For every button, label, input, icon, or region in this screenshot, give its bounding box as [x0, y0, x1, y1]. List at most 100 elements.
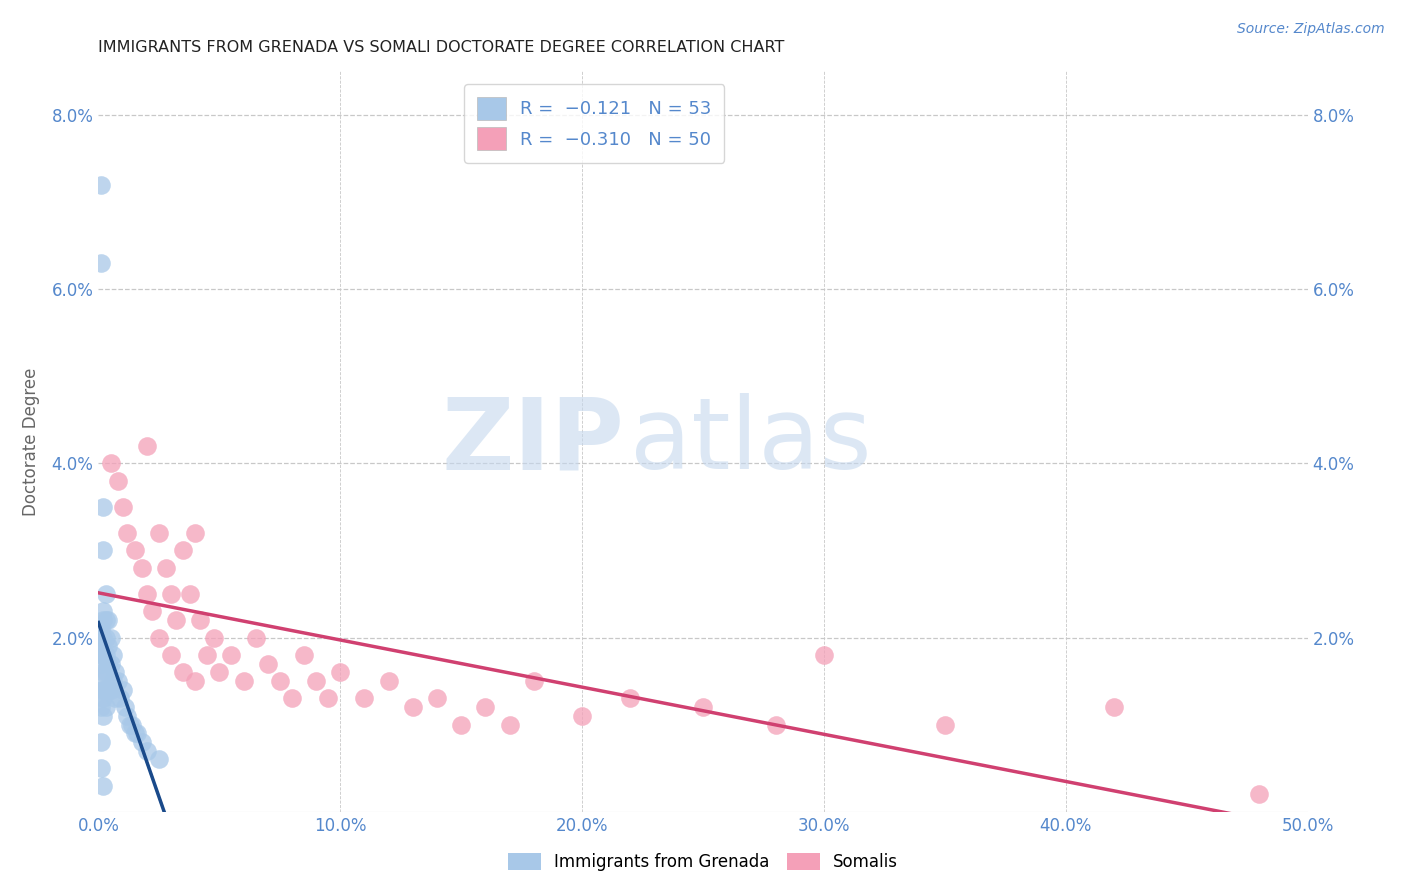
- Point: [97, 639, 120, 653]
- Point: [160, 587, 183, 601]
- Point: [101, 648, 124, 662]
- Point: [90, 682, 112, 697]
- Point: [571, 709, 593, 723]
- Point: [91, 648, 114, 662]
- Point: [148, 752, 170, 766]
- Point: [377, 674, 399, 689]
- Point: [94, 700, 117, 714]
- Point: [179, 587, 201, 601]
- Point: [94, 613, 117, 627]
- Point: [90, 639, 112, 653]
- Point: [165, 613, 187, 627]
- Point: [148, 526, 170, 541]
- Point: [107, 674, 129, 689]
- Point: [107, 474, 129, 488]
- Point: [127, 726, 149, 740]
- Point: [131, 561, 153, 575]
- Point: [104, 691, 127, 706]
- Point: [692, 700, 714, 714]
- Point: [813, 648, 835, 662]
- Point: [426, 691, 449, 706]
- Point: [172, 665, 194, 680]
- Point: [934, 717, 956, 731]
- Point: [155, 561, 177, 575]
- Point: [90, 631, 112, 645]
- Point: [195, 648, 218, 662]
- Text: Source: ZipAtlas.com: Source: ZipAtlas.com: [1237, 22, 1385, 37]
- Point: [114, 700, 136, 714]
- Text: atlas: atlas: [630, 393, 872, 490]
- Point: [124, 726, 146, 740]
- Point: [97, 682, 120, 697]
- Point: [90, 657, 112, 671]
- Point: [97, 657, 120, 671]
- Point: [90, 256, 112, 270]
- Point: [90, 735, 112, 749]
- Point: [135, 744, 157, 758]
- Point: [91, 500, 114, 514]
- Point: [104, 665, 127, 680]
- Point: [316, 691, 339, 706]
- Point: [91, 604, 114, 618]
- Point: [90, 622, 112, 636]
- Point: [148, 631, 170, 645]
- Point: [450, 717, 472, 731]
- Point: [124, 543, 146, 558]
- Point: [256, 657, 278, 671]
- Point: [245, 631, 267, 645]
- Point: [90, 761, 112, 775]
- Point: [160, 648, 183, 662]
- Point: [184, 674, 207, 689]
- Point: [100, 456, 122, 470]
- Point: [208, 665, 231, 680]
- Point: [172, 543, 194, 558]
- Point: [305, 674, 328, 689]
- Point: [91, 691, 114, 706]
- Point: [94, 648, 117, 662]
- Point: [94, 682, 117, 697]
- Point: [765, 717, 787, 731]
- Legend: Immigrants from Grenada, Somalis: Immigrants from Grenada, Somalis: [499, 845, 907, 880]
- Point: [523, 674, 546, 689]
- Point: [204, 631, 226, 645]
- Point: [184, 526, 207, 541]
- Point: [101, 674, 124, 689]
- Point: [329, 665, 352, 680]
- Point: [141, 604, 163, 618]
- Point: [474, 700, 496, 714]
- Point: [117, 709, 139, 723]
- Point: [90, 648, 112, 662]
- Point: [91, 613, 114, 627]
- Point: [135, 587, 157, 601]
- Point: [100, 657, 122, 671]
- Point: [100, 631, 122, 645]
- Point: [90, 700, 112, 714]
- Point: [353, 691, 375, 706]
- Point: [100, 682, 122, 697]
- Point: [402, 700, 425, 714]
- Point: [111, 500, 134, 514]
- Point: [97, 613, 120, 627]
- Point: [90, 674, 112, 689]
- Point: [619, 691, 641, 706]
- Y-axis label: Doctorate Degree: Doctorate Degree: [22, 368, 41, 516]
- Point: [91, 682, 114, 697]
- Point: [131, 735, 153, 749]
- Text: ZIP: ZIP: [441, 393, 624, 490]
- Point: [94, 587, 117, 601]
- Point: [117, 526, 139, 541]
- Point: [94, 631, 117, 645]
- Point: [94, 665, 117, 680]
- Point: [108, 691, 131, 706]
- Point: [498, 717, 520, 731]
- Point: [91, 665, 114, 680]
- Legend: R =  −0.121   N = 53, R =  −0.310   N = 50: R = −0.121 N = 53, R = −0.310 N = 50: [464, 84, 724, 163]
- Text: IMMIGRANTS FROM GRENADA VS SOMALI DOCTORATE DEGREE CORRELATION CHART: IMMIGRANTS FROM GRENADA VS SOMALI DOCTOR…: [98, 40, 785, 55]
- Point: [269, 674, 291, 689]
- Point: [1249, 787, 1271, 801]
- Point: [118, 717, 141, 731]
- Point: [221, 648, 243, 662]
- Point: [1102, 700, 1125, 714]
- Point: [121, 717, 143, 731]
- Point: [188, 613, 211, 627]
